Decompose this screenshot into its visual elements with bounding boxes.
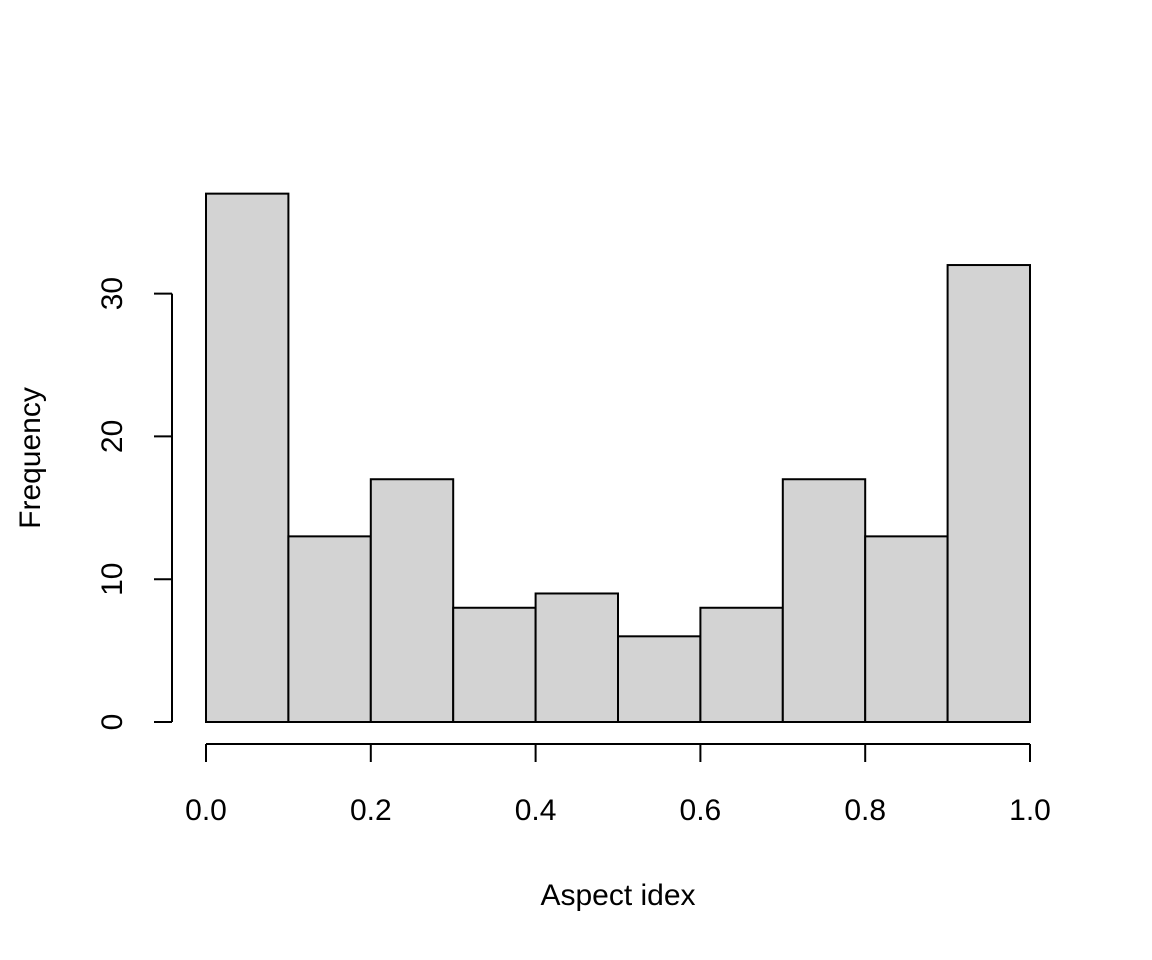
x-tick-label: 1.0	[1009, 794, 1051, 827]
x-tick-label: 0.6	[680, 794, 722, 827]
x-tick-label: 0.4	[515, 794, 557, 827]
histogram-bar	[617, 635, 702, 724]
x-tick-label: 0.0	[185, 794, 227, 827]
y-axis: 0 10 20 30	[96, 277, 173, 731]
y-tick-label: 0	[96, 714, 129, 731]
y-tick-label: 30	[96, 277, 129, 310]
y-axis-title: Frequency	[14, 387, 47, 529]
x-tick-label: 0.2	[350, 794, 392, 827]
y-tick-label: 20	[96, 420, 129, 453]
histogram-bar	[864, 535, 949, 723]
histogram-bar	[781, 478, 867, 723]
histogram-bar	[534, 592, 619, 723]
histogram-bar	[452, 606, 537, 724]
x-tick-label: 0.8	[844, 794, 886, 827]
histogram-bar	[287, 535, 372, 723]
histogram-bar	[369, 478, 455, 723]
bars-group	[205, 192, 1031, 724]
x-axis-title: Aspect idex	[540, 879, 695, 912]
histogram-bar	[699, 606, 784, 724]
y-tick-label: 10	[96, 563, 129, 596]
histogram-bar	[946, 264, 1031, 723]
histogram-bar	[205, 192, 290, 723]
x-axis: 0.0 0.2 0.4 0.6 0.8 1.0	[185, 743, 1051, 827]
